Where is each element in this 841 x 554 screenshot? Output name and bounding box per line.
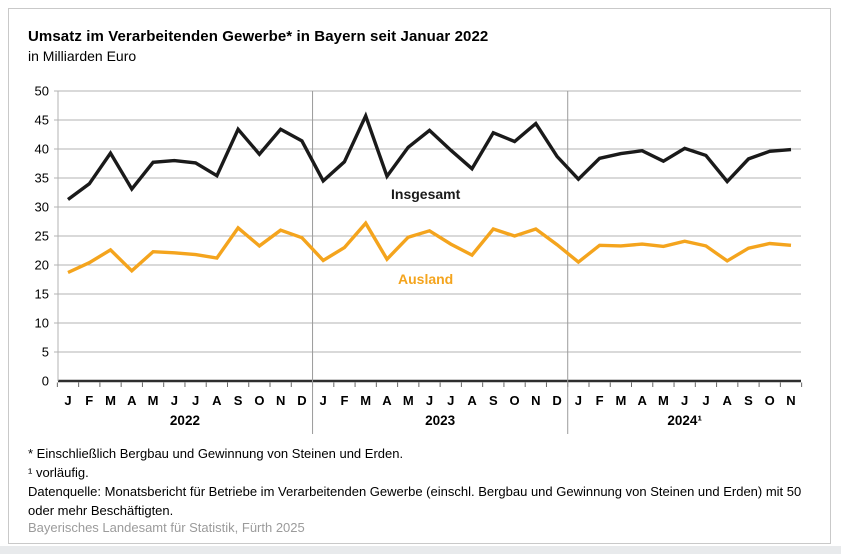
month-label: M [658, 393, 669, 408]
y-axis-label: 5 [42, 345, 49, 360]
month-label: A [127, 393, 137, 408]
page-background-strip [0, 546, 841, 554]
month-label: M [360, 393, 371, 408]
month-label: M [615, 393, 626, 408]
month-label: N [276, 393, 285, 408]
month-label: D [552, 393, 561, 408]
series-line-insgesamt [66, 111, 792, 201]
month-label: M [403, 393, 414, 408]
month-label: F [596, 393, 604, 408]
y-axis-label: 10 [35, 316, 49, 331]
y-axis-label: 15 [35, 287, 49, 302]
year-label: 2023 [425, 413, 456, 428]
month-label: A [382, 393, 392, 408]
month-label: S [489, 393, 498, 408]
chart-subtitle: in Milliarden Euro [28, 48, 137, 64]
month-label: O [509, 393, 519, 408]
month-label: F [340, 393, 348, 408]
footnote-asterisk: * Einschließlich Bergbau und Gewinnung v… [28, 446, 404, 461]
footnote-preliminary: ¹ vorläufig. [28, 465, 89, 480]
month-label: M [148, 393, 159, 408]
chart-card: 0 5 10 15 20 25 30 35 40 45 50 J F M A M J J A S O N D J F M A M J J A… [8, 8, 831, 544]
series-label-insgesamt: Insgesamt [391, 186, 461, 202]
month-label: S [234, 393, 243, 408]
footnotes-block: * Einschließlich Bergbau und Gewinnung v… [28, 444, 820, 520]
year-label: 2022 [170, 413, 200, 428]
y-axis-label: 45 [35, 113, 49, 128]
month-label: A [723, 393, 733, 408]
month-label: N [531, 393, 540, 408]
month-label: J [702, 393, 709, 408]
series-line-ausland [67, 220, 792, 275]
month-label: O [254, 393, 264, 408]
month-label: M [105, 393, 116, 408]
year-label: 2024¹ [667, 413, 702, 428]
month-label: J [171, 393, 178, 408]
publisher-credit: Bayerisches Landesamt für Statistik, Für… [28, 520, 305, 535]
y-axis-label: 35 [35, 171, 49, 186]
y-axis-label: 50 [35, 84, 49, 99]
month-label: S [744, 393, 753, 408]
month-label: J [192, 393, 199, 408]
month-label: D [297, 393, 306, 408]
month-label: A [212, 393, 222, 408]
month-label: J [575, 393, 582, 408]
month-label: J [426, 393, 433, 408]
month-label: J [681, 393, 688, 408]
month-label: F [85, 393, 93, 408]
month-label: A [637, 393, 647, 408]
footnote-datasource: Datenquelle: Monatsbericht für Betriebe … [28, 484, 802, 518]
y-axis-label: 25 [35, 229, 49, 244]
month-label: J [447, 393, 454, 408]
year-labels: 2022 2023 2024¹ [170, 91, 702, 434]
chart-title: Umsatz im Verarbeitenden Gewerbe* in Bay… [28, 28, 489, 45]
month-label: N [786, 393, 795, 408]
y-gridlines: 0 5 10 15 20 25 30 35 40 45 50 [35, 84, 801, 389]
y-axis-label: 30 [35, 200, 49, 215]
month-label: J [64, 393, 71, 408]
month-label: A [467, 393, 477, 408]
y-axis-label: 40 [35, 142, 49, 157]
chart-area: 0 5 10 15 20 25 30 35 40 45 50 J F M A M J J A S O N D J F M A M J J A… [9, 9, 830, 445]
y-axis-label: 20 [35, 258, 49, 273]
month-label: O [765, 393, 775, 408]
x-ticks [56, 382, 803, 387]
y-axis-label: 0 [42, 374, 49, 389]
series-label-ausland: Ausland [398, 271, 453, 287]
month-label: J [320, 393, 327, 408]
